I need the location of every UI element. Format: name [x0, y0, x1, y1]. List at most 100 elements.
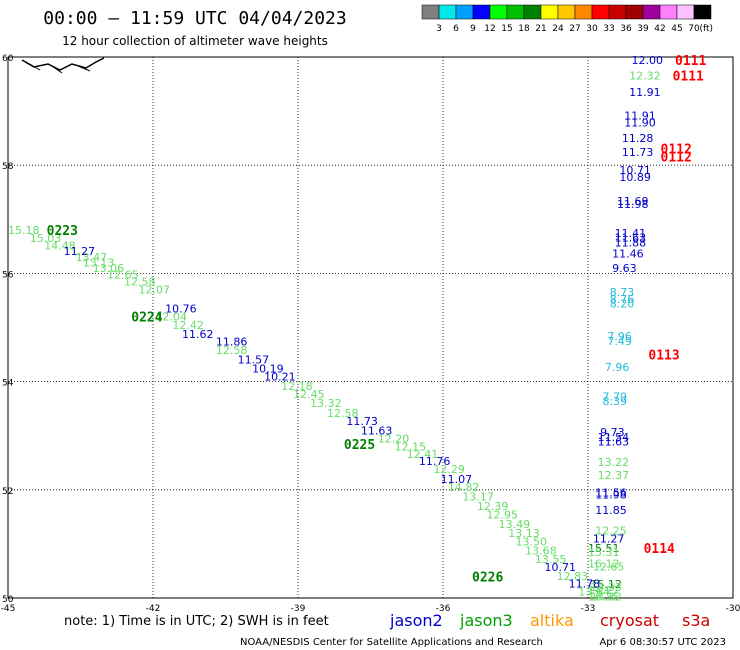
- color-swatch: [540, 4, 559, 20]
- coastline-detail-shape: [25, 61, 91, 74]
- wave-height-value: 13.13: [508, 527, 540, 540]
- y-tick-label: 52: [2, 487, 13, 497]
- wave-height-value: 10.19: [252, 363, 283, 376]
- pass-label: 0225: [344, 438, 375, 453]
- plot-frame: [7, 56, 734, 599]
- wave-height-value: 11.07: [441, 473, 473, 486]
- color-swatch: [659, 4, 678, 20]
- satellite-legend: jason2 jason3 altika cryosat s3a: [389, 611, 710, 630]
- wave-height-value: 12.04: [155, 311, 187, 324]
- satellite-legend-item: cryosat: [600, 611, 659, 630]
- wave-height-value: 12.42: [172, 319, 204, 332]
- wave-height-value: 12.45: [293, 388, 325, 401]
- footer-credit: NOAA/NESDIS Center for Satellite Applica…: [240, 637, 543, 648]
- y-tick-label: 58: [2, 162, 14, 172]
- wave-height-value: 12.32: [629, 69, 661, 82]
- wave-height-value: 10.76: [165, 303, 197, 316]
- color-scale-label: 9: [470, 24, 476, 34]
- wave-height-value: 13.17: [462, 490, 494, 503]
- wave-height-value: 11.73: [346, 415, 378, 428]
- wave-height-value: 15.18: [8, 224, 40, 237]
- wave-height-value: 12.58: [216, 344, 248, 357]
- wave-height-value: 14.82: [448, 481, 480, 494]
- wave-height-value: 11.27: [64, 245, 95, 258]
- color-scale-unit: (ft): [699, 24, 713, 34]
- color-swatch: [642, 4, 661, 20]
- wave-height-value: 11.78: [569, 577, 601, 590]
- wave-height-value: 11.54: [598, 431, 630, 444]
- wave-height-value: 11.63: [361, 424, 393, 437]
- color-swatch: [557, 4, 576, 20]
- wave-height-value: 12.07: [139, 284, 171, 297]
- x-tick-label: -42: [146, 604, 161, 614]
- pass-label: 0112: [661, 151, 692, 166]
- wave-height-value: 13.64: [578, 586, 610, 599]
- color-swatch: [625, 4, 644, 20]
- color-swatch: [574, 4, 593, 20]
- wave-height-value: 9.63: [612, 262, 637, 275]
- wave-height-value: 9.73: [600, 426, 625, 439]
- wave-height-value: 12.65: [593, 561, 625, 574]
- wave-height-value: 8.39: [603, 395, 628, 408]
- color-swatch: [676, 4, 695, 20]
- color-scale-label: 33: [603, 24, 614, 34]
- pass-label: 0223: [47, 224, 78, 239]
- wave-height-value: 12.83: [557, 570, 589, 583]
- color-scale-bar: 3 6 9 12 15 18 21 24 27 30 33 36 39 42 45 70 (ft): [421, 4, 713, 34]
- wave-height-value: 13.22: [598, 456, 630, 469]
- coastline-shape: [21, 57, 105, 71]
- color-swatch: [608, 4, 627, 20]
- wave-height-value: 13.50: [516, 536, 548, 549]
- wave-height-value: 15.12: [590, 578, 622, 591]
- wave-height-value: 10.71: [545, 561, 577, 574]
- wave-height-value: 13.13: [83, 257, 115, 270]
- color-scale-label: 24: [552, 24, 564, 34]
- pass-label: 0224: [131, 311, 162, 326]
- color-scale-label: 36: [620, 24, 632, 34]
- x-tick-label: -30: [726, 604, 740, 614]
- wave-height-value: 11.88: [615, 237, 647, 250]
- color-scale-label: 42: [654, 24, 665, 34]
- chart-title: 00:00 – 11:59 UTC 04/04/2023: [43, 8, 346, 29]
- wave-height-value: 11.63: [615, 232, 647, 245]
- wave-height-value: 11.69: [617, 195, 649, 208]
- color-swatch: [472, 4, 491, 20]
- wave-height-value: 12.65: [107, 268, 139, 281]
- pass-label: 0113: [648, 349, 679, 364]
- wave-height-value: 12.39: [477, 500, 509, 513]
- color-scale-label: 15: [501, 24, 512, 34]
- satellite-legend-item: s3a: [682, 611, 710, 630]
- wave-height-value: 7.49: [607, 335, 632, 348]
- wave-height-value: 13.32: [310, 397, 342, 410]
- pass-label: 0114: [644, 542, 675, 557]
- wave-height-value: 11.46: [612, 247, 644, 260]
- color-scale-label: 12: [484, 24, 495, 34]
- pass-label: 0112: [661, 142, 692, 157]
- wave-height-value: 11.57: [238, 353, 269, 366]
- wave-height-value: 12.95: [487, 509, 519, 522]
- wave-height-value: 15.51: [588, 542, 620, 555]
- wave-height-value: 11.41: [615, 227, 647, 240]
- color-swatch: [455, 4, 474, 20]
- wave-height-value: 12.20: [378, 432, 410, 445]
- wave-height-value: 11.63: [598, 436, 630, 449]
- wave-height-value: 12.41: [407, 448, 439, 461]
- wave-height-value: 11.27: [593, 532, 625, 545]
- wave-height-value: 11.73: [622, 146, 654, 159]
- wave-height-value: 13.06: [93, 262, 125, 275]
- color-scale-label: 27: [569, 24, 580, 34]
- map-grid: [8, 57, 733, 598]
- wave-height-value: 14.33: [590, 581, 622, 594]
- x-tick-label: -39: [291, 604, 306, 614]
- wave-height-value: 13.55: [535, 553, 567, 566]
- wave-height-value: 12.58: [327, 407, 359, 420]
- wave-height-value: 10.71: [619, 164, 651, 177]
- wave-height-value: 13.49: [499, 518, 531, 531]
- wave-height-value: 10.89: [619, 171, 651, 184]
- wave-height-value: 8.20: [610, 298, 635, 311]
- wave-height-value: 8.76: [610, 293, 635, 306]
- wave-height-value: 11.90: [624, 116, 656, 129]
- wave-height-value: 12.29: [433, 463, 465, 476]
- footer-timestamp: Apr 6 08:30:57 UTC 2023: [599, 637, 726, 648]
